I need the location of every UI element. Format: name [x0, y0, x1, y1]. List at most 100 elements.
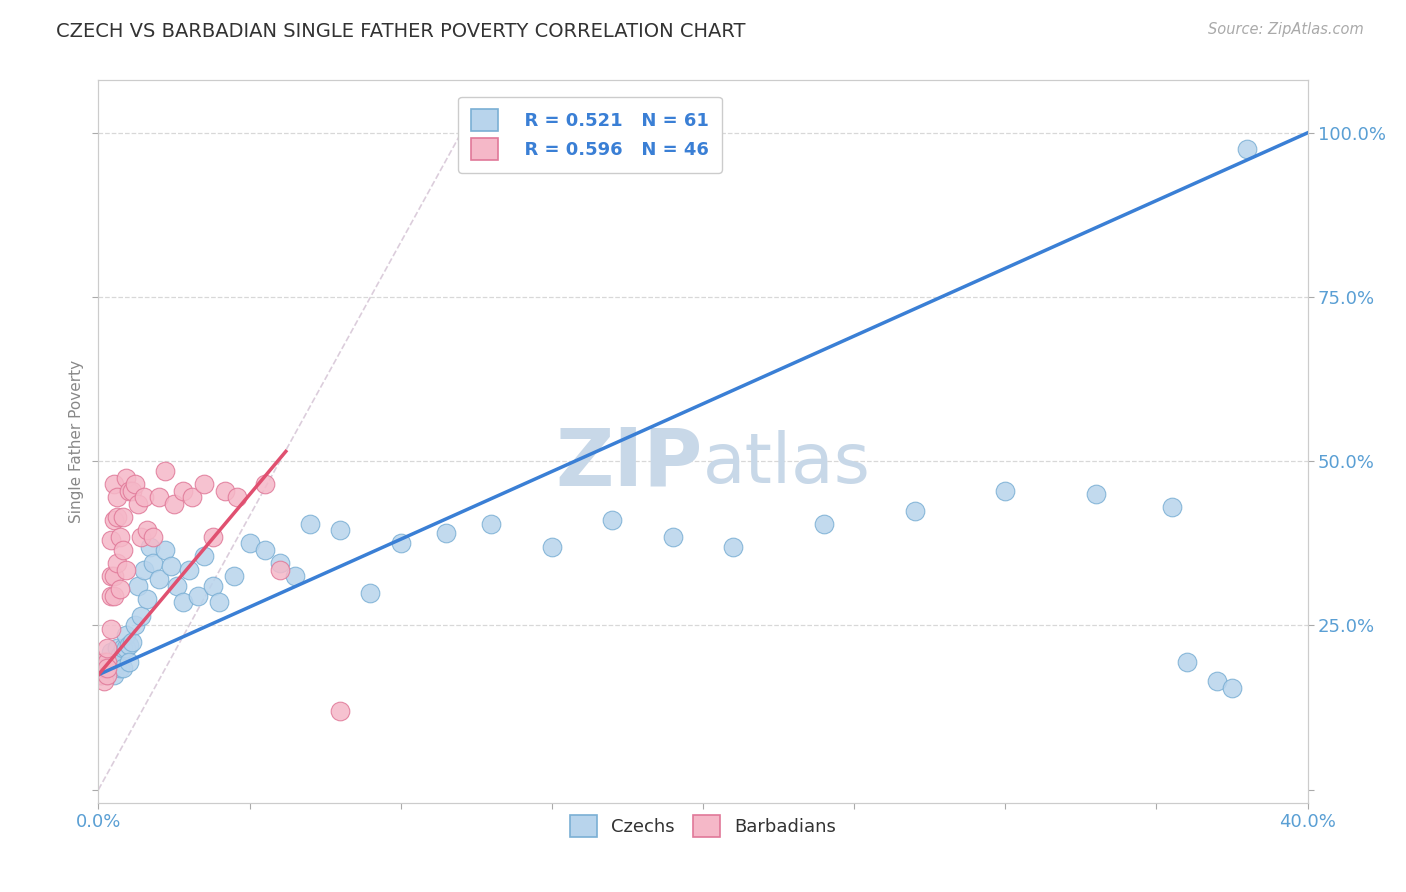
Point — [132, 563, 155, 577]
Point — [179, 563, 201, 577]
Point — [121, 483, 143, 498]
Point — [105, 641, 128, 656]
Point — [148, 573, 170, 587]
Point — [127, 497, 149, 511]
Point — [103, 655, 125, 669]
Point — [904, 503, 927, 517]
Point — [481, 516, 503, 531]
Point — [434, 526, 457, 541]
Point — [299, 516, 322, 531]
Point — [105, 651, 128, 665]
Point — [100, 622, 122, 636]
Point — [100, 589, 122, 603]
Point — [118, 655, 141, 669]
Point — [108, 661, 131, 675]
Point — [187, 589, 209, 603]
Point — [114, 471, 136, 485]
Text: ZIP: ZIP — [555, 425, 703, 502]
Point — [1160, 500, 1182, 515]
Point — [105, 491, 128, 505]
Point — [127, 579, 149, 593]
Point — [111, 542, 134, 557]
Point — [166, 579, 188, 593]
Point — [181, 491, 204, 505]
Point — [103, 667, 125, 681]
Point — [100, 661, 122, 675]
Point — [96, 661, 118, 675]
Point — [96, 655, 118, 669]
Point — [124, 477, 146, 491]
Point — [723, 540, 745, 554]
Point — [202, 579, 225, 593]
Point — [813, 516, 835, 531]
Point — [1236, 142, 1258, 156]
Point — [540, 540, 562, 554]
Point — [193, 477, 215, 491]
Point — [172, 483, 194, 498]
Point — [1175, 655, 1198, 669]
Point — [193, 549, 215, 564]
Point — [160, 559, 183, 574]
Point — [111, 641, 134, 656]
Text: CZECH VS BARBADIAN SINGLE FATHER POVERTY CORRELATION CHART: CZECH VS BARBADIAN SINGLE FATHER POVERTY… — [56, 22, 745, 41]
Y-axis label: Single Father Poverty: Single Father Poverty — [69, 360, 84, 523]
Point — [96, 667, 118, 681]
Point — [103, 477, 125, 491]
Point — [360, 585, 382, 599]
Point — [90, 667, 112, 681]
Point — [148, 491, 170, 505]
Point — [269, 563, 291, 577]
Point — [93, 661, 115, 675]
Point — [163, 497, 186, 511]
Point — [135, 592, 157, 607]
Point — [100, 533, 122, 547]
Point — [661, 530, 683, 544]
Text: atlas: atlas — [703, 430, 870, 497]
Point — [96, 641, 118, 656]
Point — [103, 589, 125, 603]
Point — [135, 523, 157, 537]
Point — [93, 674, 115, 689]
Point — [93, 661, 115, 675]
Point — [139, 540, 162, 554]
Point — [253, 542, 276, 557]
Point — [602, 513, 624, 527]
Point — [111, 661, 134, 675]
Text: Source: ZipAtlas.com: Source: ZipAtlas.com — [1208, 22, 1364, 37]
Point — [108, 530, 131, 544]
Point — [389, 536, 412, 550]
Point — [96, 667, 118, 681]
Point — [172, 595, 194, 609]
Point — [142, 556, 165, 570]
Point — [329, 523, 352, 537]
Point — [239, 536, 262, 550]
Point — [96, 655, 118, 669]
Point — [121, 635, 143, 649]
Point — [114, 563, 136, 577]
Point — [224, 569, 246, 583]
Point — [114, 628, 136, 642]
Point — [108, 648, 131, 662]
Point — [124, 618, 146, 632]
Point — [153, 542, 176, 557]
Point — [132, 491, 155, 505]
Point — [202, 530, 225, 544]
Point — [208, 595, 231, 609]
Point — [118, 638, 141, 652]
Point — [284, 569, 307, 583]
Point — [329, 704, 352, 718]
Point — [214, 483, 236, 498]
Point — [105, 657, 128, 672]
Point — [226, 491, 249, 505]
Point — [103, 569, 125, 583]
Point — [1085, 487, 1108, 501]
Point — [111, 510, 134, 524]
Point — [153, 464, 176, 478]
Legend: Czechs, Barbadians: Czechs, Barbadians — [562, 808, 844, 845]
Point — [100, 569, 122, 583]
Point — [129, 608, 152, 623]
Point — [105, 556, 128, 570]
Point — [100, 645, 122, 659]
Point — [105, 510, 128, 524]
Point — [93, 655, 115, 669]
